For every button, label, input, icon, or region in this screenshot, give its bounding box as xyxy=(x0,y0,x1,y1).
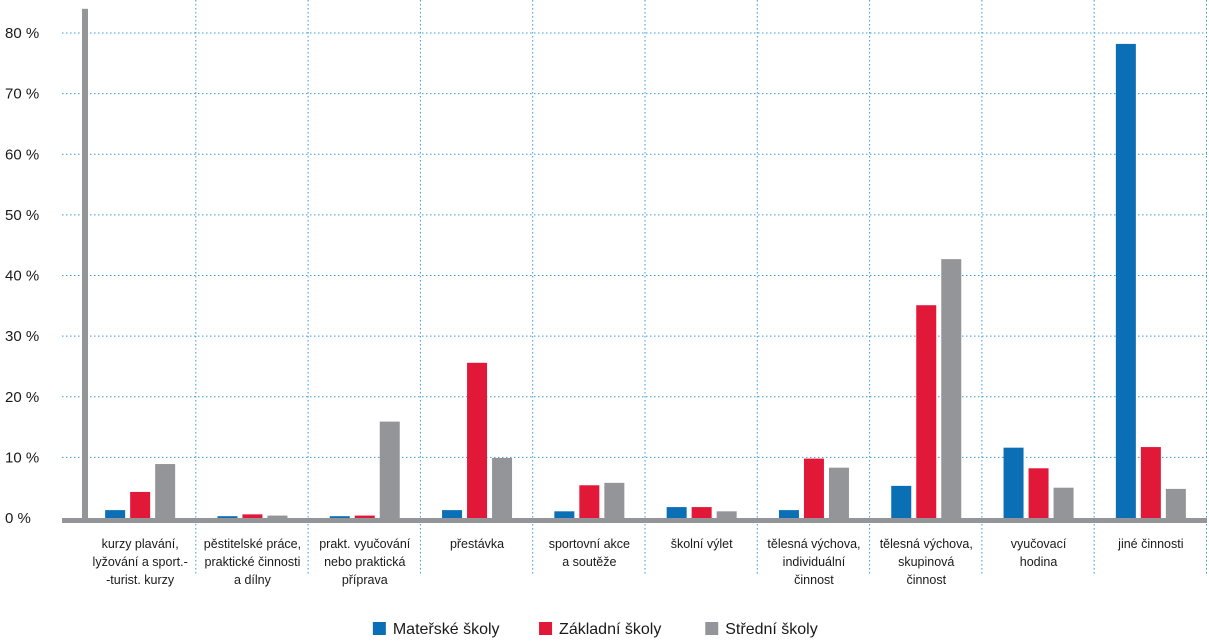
bar-stredni-3 xyxy=(492,457,513,518)
bar-zakladni-5 xyxy=(691,507,712,518)
bar-materske-6 xyxy=(778,510,799,518)
y-tick-label: 50 % xyxy=(5,207,39,224)
legend-swatch xyxy=(705,622,719,635)
legend-label: Základní školy xyxy=(559,621,661,638)
y-tick-labels: 0 % 10 % 20 % 30 % 40 % 50 % 60 % 70 % 80 % xyxy=(5,25,39,527)
legend-swatch xyxy=(372,622,386,635)
bar-zakladni-1 xyxy=(242,514,263,518)
bar-materske-1 xyxy=(217,516,238,518)
legend-item: Střední školy xyxy=(705,621,818,638)
legend-label: Mateřské školy xyxy=(393,621,500,638)
bar-zakladni-9 xyxy=(1140,447,1161,518)
bar-materske-0 xyxy=(105,510,126,518)
legend: Mateřské školy Základní školy Střední škol… xyxy=(372,621,818,638)
bar-materske-4 xyxy=(554,511,575,518)
legend-label: Střední školy xyxy=(725,621,817,638)
x-axis-baseline xyxy=(62,518,1207,523)
y-tick-label: 60 % xyxy=(5,146,39,163)
x-tick-label: tělesná výchova, individuální činnost xyxy=(767,537,860,587)
bar-materske-8 xyxy=(1003,447,1024,518)
bar-stredni-2 xyxy=(379,421,400,518)
bar-zakladni-3 xyxy=(467,362,488,518)
bar-stredni-1 xyxy=(267,515,288,518)
x-tick-label: vyučovací hodina xyxy=(1011,537,1067,569)
y-tick-label: 70 % xyxy=(5,86,39,103)
y-axis xyxy=(82,8,88,520)
bar-zakladni-2 xyxy=(354,515,375,518)
bar-stredni-6 xyxy=(828,467,849,518)
grid xyxy=(62,0,1207,574)
x-tick-label: sportovní akce a soutěže xyxy=(549,537,630,569)
x-tick-label: školní výlet xyxy=(671,537,733,551)
axes xyxy=(62,8,1207,523)
bar-stredni-0 xyxy=(155,464,176,518)
x-tick-label: jiné činnosti xyxy=(1117,537,1183,551)
bar-stredni-7 xyxy=(941,259,962,518)
y-tick-label: 10 % xyxy=(5,449,39,466)
bar-materske-9 xyxy=(1115,43,1136,518)
bar-zakladni-6 xyxy=(803,458,824,518)
bar-zakladni-7 xyxy=(916,305,937,518)
legend-item: Základní školy xyxy=(539,621,661,638)
y-tick-label: 80 % xyxy=(5,25,39,42)
y-tick-label: 20 % xyxy=(5,389,39,406)
bar-stredni-8 xyxy=(1053,487,1074,518)
x-tick-label: přestávka xyxy=(450,537,504,551)
bar-stredni-4 xyxy=(604,482,625,518)
x-tick-label: tělesná výchova, skupinová činnost xyxy=(880,537,973,587)
x-tick-label: pěstitelské práce, praktické činnosti a dí… xyxy=(204,537,301,587)
bar-materske-5 xyxy=(666,507,687,518)
y-tick-label: 30 % xyxy=(5,328,39,345)
bar-zakladni-0 xyxy=(130,491,151,518)
bar-materske-2 xyxy=(329,516,350,518)
x-tick-label: prakt. vyučování nebo praktická příprava xyxy=(319,537,411,587)
legend-swatch xyxy=(539,622,553,635)
bar-stredni-5 xyxy=(716,511,737,518)
y-tick-label: 0 % xyxy=(5,510,31,527)
bar-zakladni-4 xyxy=(579,485,600,518)
bar-materske-7 xyxy=(891,485,912,518)
x-tick-label: kurzy plavání, lyžování a sport.--turist.… xyxy=(93,537,188,587)
legend-item: Mateřské školy xyxy=(372,621,500,638)
bar-materske-3 xyxy=(442,510,463,518)
bar-stredni-9 xyxy=(1165,488,1186,518)
y-tick-label: 40 % xyxy=(5,268,39,285)
bars xyxy=(105,43,1186,518)
bar-zakladni-8 xyxy=(1028,468,1049,518)
x-tick-labels: kurzy plavání, lyžování a sport.--turist.… xyxy=(93,537,1184,587)
